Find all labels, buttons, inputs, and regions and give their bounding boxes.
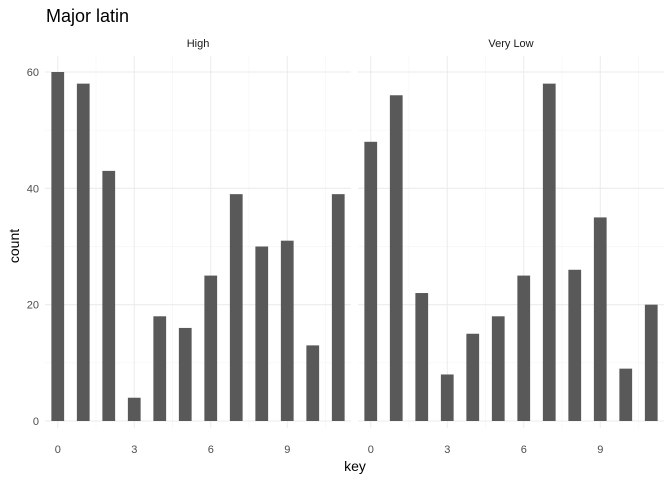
x-tick-label: 9	[284, 444, 290, 456]
x-tick-label: 6	[208, 444, 214, 456]
bar-key-8	[568, 269, 582, 421]
facet-panel-0: High 0 3 6 9 0 20 40 60	[27, 38, 351, 456]
bar-key-5	[491, 316, 505, 421]
bar-key-1	[389, 95, 403, 422]
facet-strip-label: High	[187, 38, 210, 50]
y-axis-title: count	[6, 229, 22, 263]
bar-key-7	[542, 83, 556, 421]
bar-key-10	[619, 368, 633, 421]
bar-key-5	[178, 327, 192, 421]
bar-key-0	[364, 141, 378, 422]
bar-key-11	[331, 194, 345, 421]
bar-key-4	[153, 316, 167, 421]
x-tick-label: 0	[368, 444, 374, 456]
bar-key-7	[229, 194, 243, 421]
facet-strip-label: Very Low	[488, 38, 533, 50]
x-tick-label: 3	[444, 444, 450, 456]
y-tick-label: 20	[27, 300, 39, 312]
x-tick-label: 0	[55, 444, 61, 456]
bar-key-6	[204, 275, 218, 421]
bar-key-10	[306, 345, 320, 421]
bar-key-9	[593, 217, 607, 421]
bar-key-6	[517, 275, 531, 421]
bar-key-3	[127, 397, 141, 421]
bar-key-2	[102, 170, 116, 421]
y-tick-label: 60	[27, 67, 39, 79]
bar-key-8	[255, 246, 269, 421]
bar-key-2	[415, 293, 429, 421]
bar-key-3	[440, 374, 454, 421]
bar-key-4	[466, 333, 480, 421]
facet-panels: High 0 3 6 9 0 20 40 60 Very Low 0 3 6 9	[27, 38, 664, 456]
bar-key-9	[280, 240, 294, 421]
y-tick-label: 40	[27, 183, 39, 195]
bar-key-0	[51, 72, 65, 421]
facet-panel-1: Very Low 0 3 6 9	[358, 38, 664, 456]
x-tick-label: 3	[131, 444, 137, 456]
bar-key-11	[644, 304, 658, 421]
y-tick-label: 0	[33, 416, 39, 428]
x-tick-label: 9	[597, 444, 603, 456]
x-axis-title: key	[344, 458, 366, 474]
chart-title: Major latin	[46, 6, 129, 26]
bar-key-1	[76, 83, 90, 421]
x-tick-label: 6	[521, 444, 527, 456]
